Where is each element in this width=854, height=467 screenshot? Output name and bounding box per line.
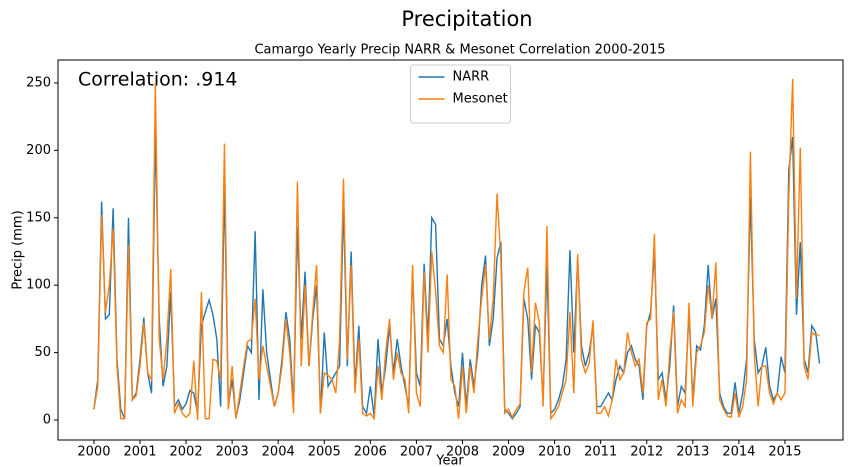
x-tick-label: 2008 <box>446 445 479 460</box>
x-tick-label: 2009 <box>492 445 525 460</box>
x-tick-label: 2004 <box>262 445 295 460</box>
x-tick-label: 2003 <box>216 445 249 460</box>
x-tick-label: 2000 <box>77 445 110 460</box>
x-tick-label: 2002 <box>170 445 203 460</box>
x-tick-label: 2006 <box>354 445 387 460</box>
x-tick-label: 2010 <box>538 445 571 460</box>
annotation: Correlation: .914 <box>78 69 238 91</box>
series-line <box>93 130 821 420</box>
x-tick-label: 2011 <box>584 445 617 460</box>
y-tick-label: 200 <box>26 143 51 158</box>
y-tick-label: 50 <box>34 345 51 360</box>
y-tick-label: 0 <box>43 413 51 428</box>
x-tick-label: 2014 <box>722 445 755 460</box>
series-line <box>93 78 820 421</box>
x-tick-label: 2015 <box>768 445 801 460</box>
y-tick-label: 100 <box>26 278 51 293</box>
plot-frame <box>57 59 844 441</box>
y-axis-label: Precip (mm) <box>11 210 26 289</box>
y-tick-label: 150 <box>26 210 51 225</box>
x-tick-label: 2005 <box>308 445 341 460</box>
suptitle: Precipitation <box>401 7 532 31</box>
x-tick-label: 2007 <box>400 445 433 460</box>
y-tick-label: 250 <box>26 75 51 90</box>
legend-label: Mesonet <box>453 92 508 107</box>
chart-title: Camargo Yearly Precip NARR & Mesonet Cor… <box>254 43 665 58</box>
x-tick-label: 2001 <box>123 445 156 460</box>
legend-label: NARR <box>453 70 490 85</box>
x-tick-label: 2012 <box>630 445 663 460</box>
x-tick-label: 2013 <box>676 445 709 460</box>
legend-box <box>410 64 511 124</box>
x-axis-label: Year <box>435 454 464 467</box>
